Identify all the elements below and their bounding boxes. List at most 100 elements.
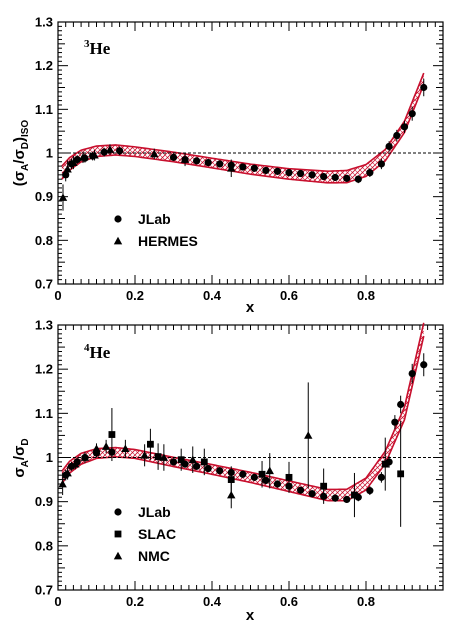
data-point (331, 173, 339, 182)
data-point (400, 123, 409, 131)
legend-marker (114, 215, 122, 223)
legend: JLab SLAC NMC (113, 504, 176, 564)
data-point (154, 453, 162, 461)
data-point (239, 470, 247, 478)
data-point (250, 164, 258, 172)
data-point (296, 486, 305, 494)
data-point (216, 160, 224, 168)
series-hermes (58, 144, 236, 211)
data-point (397, 470, 405, 478)
data-point (262, 166, 270, 175)
data-point (204, 159, 212, 167)
x-tick-label: 0.8 (357, 288, 375, 303)
data-point (397, 400, 405, 409)
legend-label: JLab (138, 504, 171, 520)
data-point (385, 142, 393, 151)
data-point (227, 476, 235, 483)
legend-marker (114, 530, 122, 538)
legend-label: NMC (138, 548, 170, 564)
y-axis-label: (σA/σD)ISO (11, 120, 31, 187)
x-axis-label: x (246, 299, 255, 316)
data-point (273, 167, 282, 175)
y-tick-label: 0.7 (35, 277, 53, 292)
data-point (265, 466, 274, 475)
data-point (320, 482, 328, 490)
legend-label: HERMES (138, 233, 198, 249)
y-tick-label: 1 (46, 146, 53, 161)
data-point (351, 491, 358, 499)
data-point (90, 150, 99, 159)
y-tick-label: 0.8 (35, 233, 53, 248)
y-tick-label: 1.3 (35, 15, 53, 30)
data-point (105, 145, 115, 153)
legend-label: JLab (138, 211, 171, 227)
y-tick-label: 0.8 (35, 538, 53, 553)
band-upper-edge (61, 322, 425, 491)
data-point (69, 158, 78, 166)
panel-label: 4He (84, 342, 111, 362)
data-point (408, 110, 416, 118)
band-lower-edge (61, 84, 425, 184)
data-point (188, 455, 197, 464)
x-tick-label: 0.6 (280, 594, 298, 609)
legend: JLab HERMES (113, 211, 198, 249)
data-point (420, 361, 428, 369)
data-point (63, 468, 72, 477)
data-point (140, 451, 149, 459)
x-tick-label: 0 (54, 288, 61, 303)
data-point (204, 464, 212, 473)
data-point (331, 494, 339, 502)
y-tick-label: 1.1 (35, 102, 53, 117)
data-point (92, 444, 101, 453)
legend-marker (113, 551, 123, 560)
data-point (147, 440, 154, 448)
data-point (408, 369, 416, 378)
y-axis-label: σA/σD (11, 438, 31, 477)
data-point (377, 473, 385, 481)
data-point (169, 153, 178, 161)
data-point (58, 479, 67, 488)
data-point (377, 160, 385, 168)
series-jlab (62, 78, 428, 184)
data-point (366, 169, 374, 177)
y-tick-label: 1.2 (35, 362, 53, 377)
series-nmc (58, 382, 313, 509)
y-tick-label: 0.9 (35, 494, 53, 509)
x-tick-label: 0.4 (203, 594, 222, 609)
data-point (250, 473, 258, 481)
legend-marker (113, 236, 123, 245)
x-tick-label: 0 (54, 594, 61, 609)
data-point (100, 148, 108, 156)
data-point (200, 458, 208, 466)
legend-label: SLAC (138, 526, 176, 542)
data-point (381, 460, 389, 468)
y-tick-label: 1.2 (35, 58, 53, 73)
data-point (177, 456, 185, 464)
data-point (227, 164, 236, 172)
x-tick-label: 0.8 (357, 594, 375, 609)
bottom-panel-4he: 4He σA/σD x 0 0.2 0.4 0.6 0.8 0.7 0.8 0.9 1 1.1 1.… (11, 318, 444, 624)
data-point (285, 169, 293, 177)
data-point (78, 153, 88, 161)
x-tick-label: 0.2 (126, 288, 144, 303)
data-point (393, 131, 401, 140)
data-point (80, 453, 90, 461)
legend-marker (114, 508, 122, 516)
data-point (296, 169, 305, 178)
data-point (391, 418, 399, 426)
data-point (108, 431, 116, 438)
x-tick-label: 0.2 (126, 594, 144, 609)
band-upper-edge (61, 72, 425, 172)
data-point (343, 174, 351, 182)
y-tick-label: 0.7 (35, 583, 53, 598)
data-point (285, 473, 293, 481)
band-lower-edge (61, 335, 425, 502)
y-tick-label: 1 (46, 450, 53, 465)
data-point (354, 175, 362, 183)
y-tick-label: 1.3 (35, 318, 53, 333)
data-point (216, 467, 224, 475)
top-panel-3he: 3He (σA/σD)ISO x 0 0.2 0.4 0.6 0.8 0.7 0.8 0.9 1… (11, 15, 444, 316)
data-point (180, 155, 190, 163)
data-point (227, 490, 236, 499)
data-point (101, 442, 111, 450)
